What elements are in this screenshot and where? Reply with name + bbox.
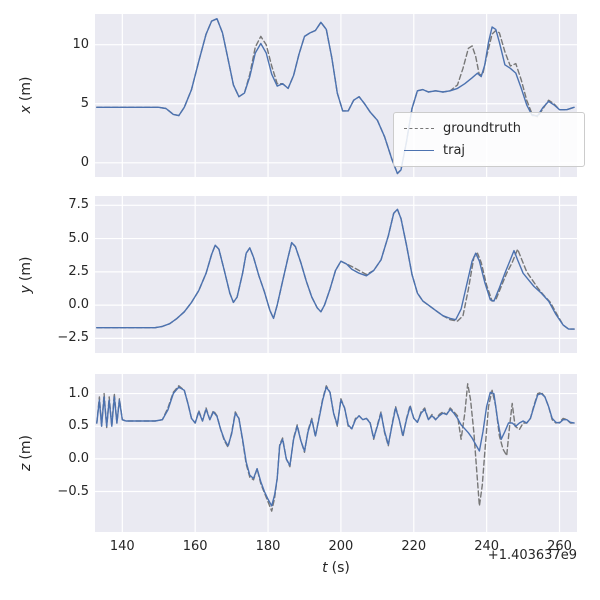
- series-traj-line: [96, 18, 575, 175]
- y-tick-label: 0.0: [68, 297, 89, 313]
- x-tick-label: 240: [474, 539, 500, 554]
- series-traj-line: [96, 208, 575, 330]
- subplot-x: [95, 14, 577, 177]
- y-tick-label: 7.5: [68, 197, 89, 213]
- y-tick-label: 0.5: [68, 418, 89, 434]
- subplot-z: [95, 374, 577, 532]
- x-tick-label: 200: [328, 539, 354, 554]
- y-tick-label: 1.0: [68, 385, 89, 401]
- dashed-line-sample-icon: [404, 128, 434, 129]
- subplot-2-canvas: [95, 374, 577, 532]
- subplot-y: [95, 196, 577, 353]
- x-tick-label: 220: [401, 539, 427, 554]
- x-axis-label-unit: (s): [331, 560, 350, 576]
- y-axis-label-x: x (m): [18, 50, 36, 140]
- subplot-1-canvas: [95, 196, 577, 353]
- legend-item-traj: traj: [404, 143, 574, 158]
- legend-label-traj: traj: [443, 143, 466, 158]
- y-axis-label-x-unit: (m): [18, 76, 34, 102]
- y-tick-label: 5: [80, 95, 89, 111]
- series-traj-line: [96, 386, 575, 507]
- x-tick-label: 160: [182, 539, 208, 554]
- x-tick-label: 180: [255, 539, 281, 554]
- legend-label-groundtruth: groundtruth: [443, 121, 522, 136]
- legend-item-groundtruth: groundtruth: [404, 121, 574, 136]
- y-axis-label-y-unit: (m): [18, 256, 34, 282]
- x-axis-label-var: t: [322, 560, 328, 576]
- x-axis-offset-text: +1.403637e9: [487, 548, 577, 563]
- y-tick-label: 2.5: [68, 263, 89, 279]
- y-axis-label-x-var: x: [18, 105, 34, 114]
- y-axis-label-y-var: y: [18, 285, 34, 294]
- y-axis-label-z: z (m): [18, 408, 36, 498]
- x-tick-label: 140: [109, 539, 135, 554]
- y-tick-label: −2.5: [57, 330, 89, 346]
- y-axis-label-z-var: z: [18, 463, 34, 471]
- solid-line-sample-icon: [404, 150, 434, 151]
- y-tick-label: −0.5: [57, 483, 89, 499]
- legend: groundtruth traj: [393, 112, 585, 167]
- x-axis-label: t (s): [95, 560, 577, 576]
- subplot-0-canvas: [95, 14, 577, 177]
- y-tick-label: 5.0: [68, 230, 89, 246]
- y-axis-label-z-unit: (m): [18, 435, 34, 460]
- y-axis-label-y: y (m): [18, 230, 36, 320]
- x-tick-label: 260: [547, 539, 572, 554]
- y-tick-label: 10: [72, 36, 89, 52]
- y-tick-label: 0.0: [68, 450, 89, 466]
- y-tick-label: 0: [80, 154, 89, 170]
